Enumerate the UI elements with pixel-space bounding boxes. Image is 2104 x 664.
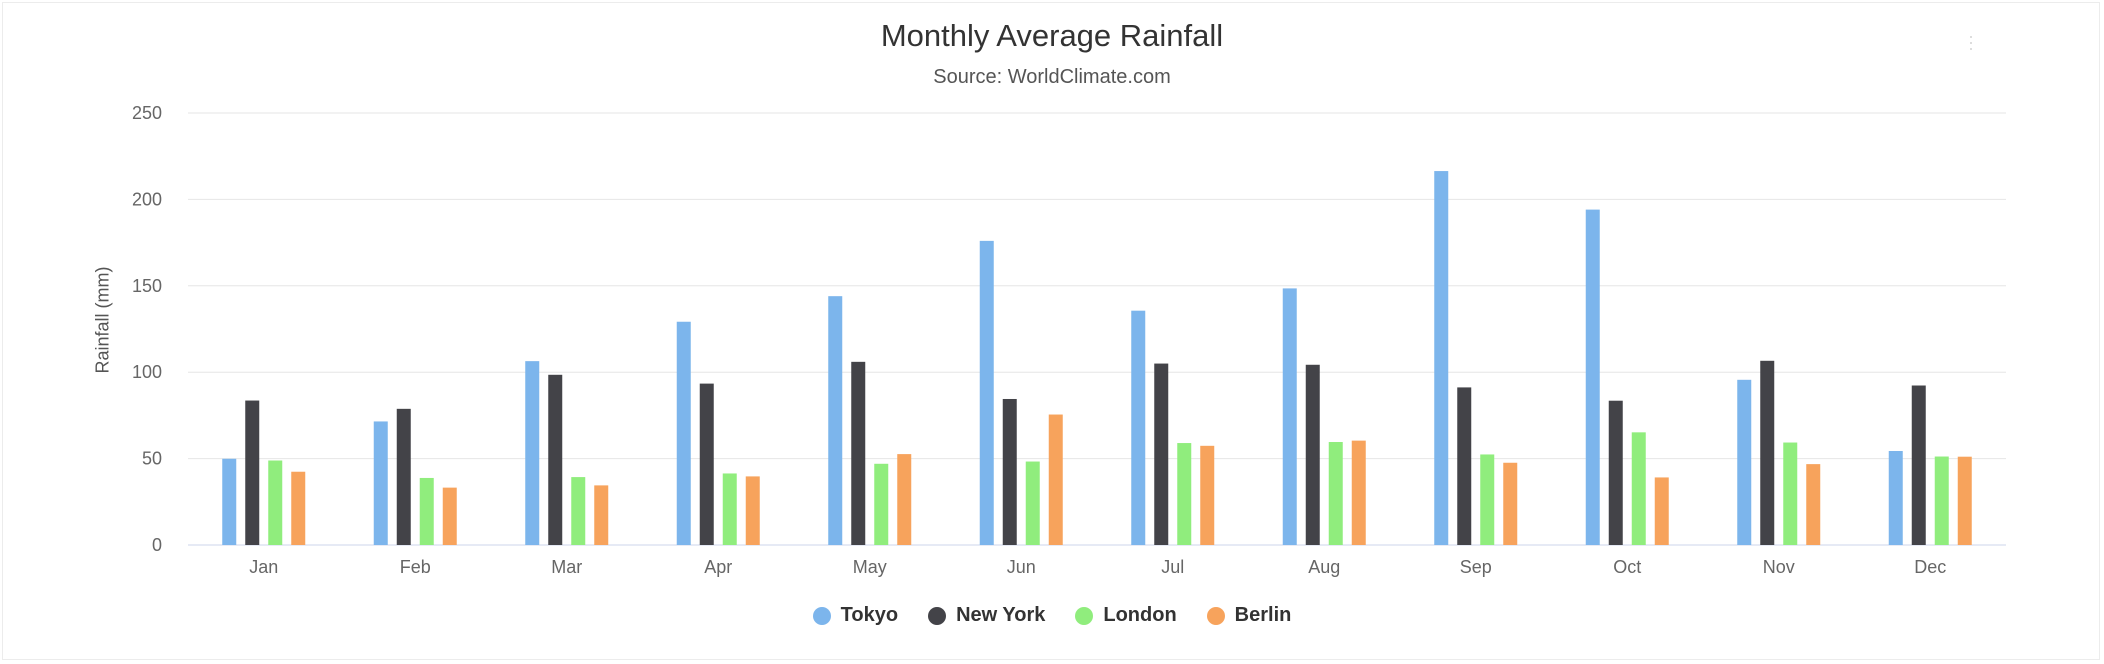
bar-new-york-aug[interactable] (1305, 364, 1320, 545)
bar-london-jan[interactable] (268, 460, 283, 545)
legend-item-berlin[interactable]: Berlin (1206, 604, 1292, 627)
x-tick-label: Oct (1613, 557, 1641, 577)
bar-london-nov[interactable] (1783, 442, 1798, 545)
bar-london-mar[interactable] (571, 477, 586, 545)
bar-london-aug[interactable] (1328, 442, 1343, 545)
bar-tokyo-nov[interactable] (1737, 379, 1752, 545)
bar-new-york-nov[interactable] (1760, 360, 1775, 545)
legend-marker-icon (1075, 606, 1094, 625)
bar-tokyo-jan[interactable] (222, 458, 237, 545)
bar-berlin-feb[interactable] (442, 487, 457, 545)
bar-new-york-dec[interactable] (1911, 385, 1926, 545)
bar-new-york-oct[interactable] (1608, 400, 1623, 545)
legend-item-london[interactable]: London (1075, 604, 1177, 627)
x-tick-label: Dec (1914, 557, 1946, 577)
x-tick-label: Aug (1308, 557, 1340, 577)
legend-label: London (1103, 604, 1177, 626)
x-tick-label: May (853, 557, 887, 577)
y-tick-label: 150 (132, 276, 162, 296)
x-tick-label: Nov (1763, 557, 1795, 577)
bar-london-apr[interactable] (722, 473, 737, 545)
chart-subtitle: Source: WorldClimate.com (933, 66, 1171, 88)
bar-berlin-jul[interactable] (1200, 445, 1215, 545)
x-tick-label: Feb (400, 557, 431, 577)
bar-new-york-jun[interactable] (1002, 398, 1017, 545)
bar-berlin-may[interactable] (897, 454, 912, 545)
bar-london-dec[interactable] (1934, 456, 1949, 545)
context-menu-icon[interactable] (1968, 36, 1974, 60)
bar-tokyo-jun[interactable] (979, 240, 994, 545)
bar-berlin-mar[interactable] (594, 485, 609, 545)
bar-new-york-feb[interactable] (396, 408, 411, 545)
legend-item-tokyo[interactable]: Tokyo (812, 604, 899, 627)
x-tick-label: Apr (704, 557, 732, 577)
legend-marker-icon (928, 606, 947, 625)
legend-label: New York (956, 604, 1046, 626)
y-tick-label: 0 (152, 535, 162, 555)
bar-berlin-oct[interactable] (1654, 477, 1669, 545)
bar-london-jun[interactable] (1025, 461, 1040, 545)
legend: Tokyo New York London Berlin (0, 604, 2104, 627)
bar-tokyo-oct[interactable] (1585, 209, 1600, 545)
bar-london-feb[interactable] (419, 477, 434, 545)
y-tick-label: 100 (132, 362, 162, 382)
bar-tokyo-mar[interactable] (525, 361, 540, 545)
legend-marker-icon (812, 606, 831, 625)
bar-berlin-dec[interactable] (1957, 456, 1972, 545)
bar-tokyo-apr[interactable] (676, 321, 691, 545)
x-tick-label: Mar (551, 557, 582, 577)
bar-london-oct[interactable] (1631, 432, 1646, 545)
legend-label: Tokyo (840, 604, 899, 626)
legend-marker-icon (1206, 606, 1225, 625)
legend-item-new-york[interactable]: New York (928, 604, 1045, 627)
legend-label: Berlin (1234, 604, 1292, 626)
bar-tokyo-aug[interactable] (1282, 288, 1297, 545)
bar-new-york-may[interactable] (851, 361, 866, 545)
bar-berlin-jun[interactable] (1048, 414, 1063, 545)
bar-new-york-sep[interactable] (1457, 387, 1472, 545)
bar-tokyo-may[interactable] (828, 296, 843, 545)
bar-berlin-apr[interactable] (745, 476, 760, 545)
chart-title: Monthly Average Rainfall (880, 18, 1224, 53)
bar-tokyo-sep[interactable] (1434, 171, 1449, 546)
y-tick-label: 50 (142, 449, 162, 469)
bar-tokyo-dec[interactable] (1888, 450, 1903, 545)
bar-new-york-apr[interactable] (699, 383, 714, 545)
bar-london-may[interactable] (874, 463, 889, 545)
bar-london-sep[interactable] (1480, 454, 1495, 545)
bar-berlin-nov[interactable] (1806, 464, 1821, 545)
bar-tokyo-jul[interactable] (1131, 310, 1146, 545)
bar-berlin-aug[interactable] (1351, 440, 1366, 545)
x-tick-label: Sep (1460, 557, 1492, 577)
x-tick-label: Jun (1007, 557, 1036, 577)
x-tick-label: Jan (249, 557, 278, 577)
bar-new-york-jan[interactable] (245, 400, 260, 545)
bar-berlin-jan[interactable] (291, 471, 306, 545)
y-tick-label: 250 (132, 103, 162, 123)
bar-london-jul[interactable] (1177, 443, 1192, 545)
bar-new-york-jul[interactable] (1154, 363, 1169, 545)
y-tick-label: 200 (132, 189, 162, 209)
x-tick-label: Jul (1161, 557, 1184, 577)
bar-new-york-mar[interactable] (548, 374, 563, 545)
bar-berlin-sep[interactable] (1503, 462, 1518, 545)
bar-tokyo-feb[interactable] (373, 421, 388, 545)
